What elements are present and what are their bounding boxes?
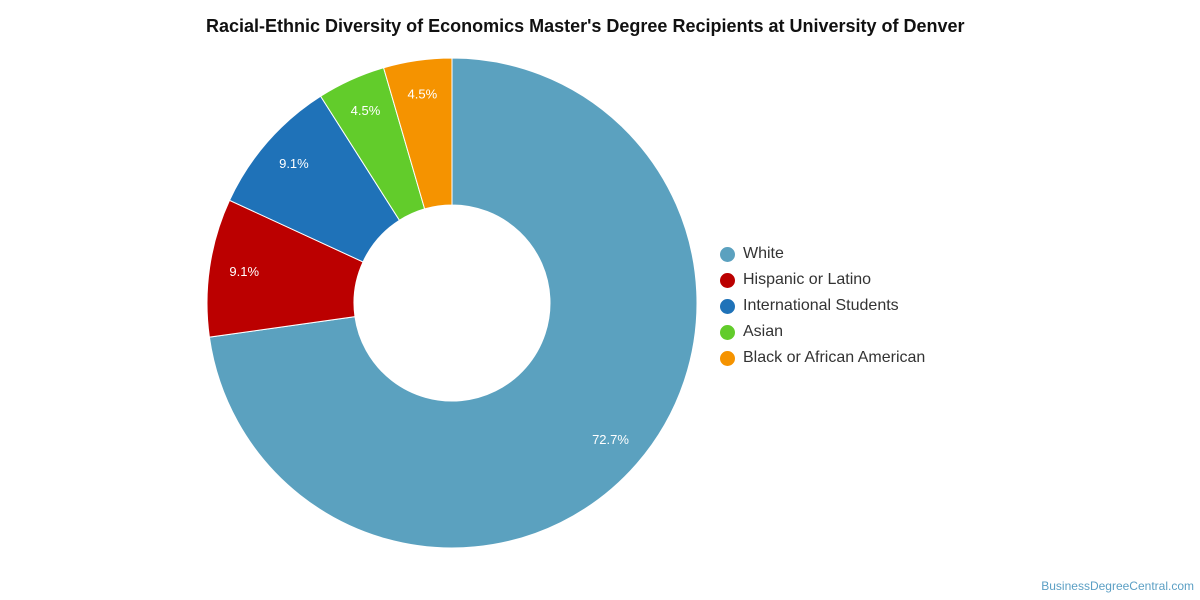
- slice-black-or-african-american: [382, 57, 453, 210]
- data-label: 4.5%: [351, 103, 381, 118]
- legend-label: International Students: [743, 297, 899, 314]
- slice-white: [208, 57, 698, 549]
- legend-swatch: [720, 350, 735, 366]
- data-label: 72.7%: [592, 432, 629, 447]
- legend-swatch: [720, 324, 735, 340]
- legend-item[interactable]: White: [720, 241, 925, 267]
- data-label: 4.5%: [408, 87, 438, 102]
- chart-title: Racial-Ethnic Diversity of Economics Mas…: [206, 16, 965, 36]
- watermark: BusinessDegreeCentral.com: [1041, 579, 1194, 593]
- legend-label: White: [743, 245, 784, 262]
- legend-item[interactable]: Hispanic or Latino: [720, 267, 925, 293]
- legend-item[interactable]: International Students: [720, 293, 925, 319]
- chart-legend: White Hispanic or Latino International Stu…: [720, 241, 925, 371]
- legend-label: Hispanic or Latino: [743, 271, 872, 288]
- data-label: 9.1%: [279, 156, 309, 171]
- legend-swatch: [720, 272, 735, 288]
- legend-label: Asian: [743, 323, 784, 340]
- legend-item[interactable]: Asian: [720, 319, 925, 345]
- legend-label: Black or African American: [743, 349, 926, 366]
- legend-swatch: [720, 246, 735, 262]
- legend-item[interactable]: Black or African American: [720, 345, 925, 371]
- legend-swatch: [720, 298, 735, 314]
- data-label: 9.1%: [229, 264, 259, 279]
